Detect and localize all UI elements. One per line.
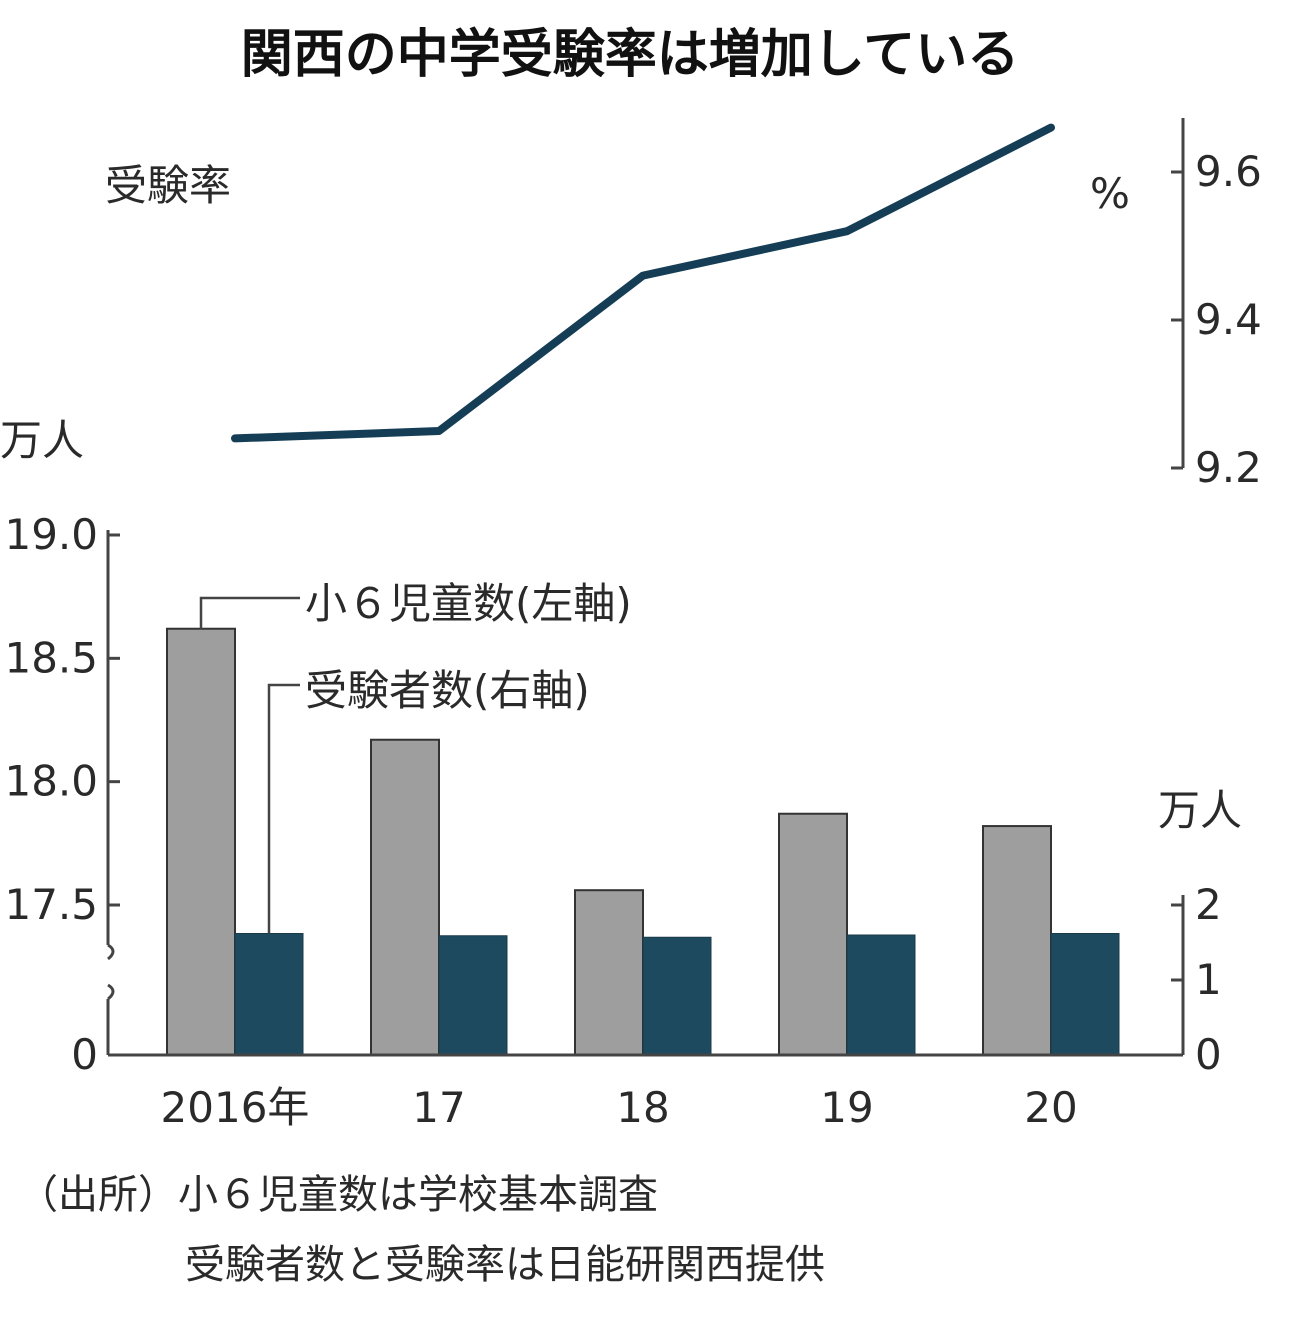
right-axis-unit: 万人 (1158, 786, 1242, 835)
source-note-line-1: （出所）小６児童数は学校基本調査 (18, 1172, 658, 1218)
rate-line (231, 123, 1055, 443)
x-tick-label-3: 19 (820, 1083, 873, 1132)
left-axis-tick-label-0: 19.0 (4, 510, 98, 559)
left-axis-tick-label-2: 18.0 (4, 757, 98, 806)
line-axis-tick-label-0: 9.6 (1195, 147, 1262, 196)
left-axis-break-lower (107, 983, 115, 1001)
x-tick-label-0: 2016年 (161, 1083, 310, 1132)
rate-point-1 (438, 430, 440, 432)
bar-children-4 (982, 825, 1052, 1056)
legend-label-children: 小６児童数(左軸) (305, 579, 632, 628)
rate-point-4 (1050, 126, 1052, 129)
source-note-line-2: 受験者数と受験率は日能研関西提供 (185, 1242, 825, 1288)
left-axis-tick-label-3: 17.5 (4, 880, 98, 929)
line-axis-tick-label-1: 9.4 (1195, 295, 1262, 344)
x-tick-label-4: 20 (1024, 1083, 1077, 1132)
x-tick-label-1: 17 (412, 1083, 465, 1132)
right-axis-tick-label-0: 2 (1195, 880, 1222, 929)
bar-children-0 (166, 627, 236, 1056)
line-series-label: 受験率 (105, 161, 231, 210)
rate-point-0 (234, 437, 236, 440)
line-axis-tick-label-2: 9.2 (1195, 443, 1262, 492)
bar-applicants-1 (438, 935, 508, 1056)
bar-children-2 (574, 889, 644, 1057)
right-axis-tick-label-1: 1 (1195, 955, 1222, 1004)
legend-leader-children (199, 596, 300, 629)
left-axis-break-upper (107, 943, 115, 961)
left-axis-tick-label-1: 18.5 (4, 633, 98, 682)
bar-applicants-4 (1050, 933, 1120, 1056)
bar-applicants-2 (642, 936, 712, 1056)
bar-applicants-0 (234, 933, 304, 1056)
rate-point-2 (642, 274, 644, 277)
rate-point-3 (846, 230, 848, 233)
legend-leader-applicants (267, 683, 300, 934)
chart-title: 関西の中学受験率は増加している (241, 25, 1019, 85)
line-axis-unit: % (1090, 169, 1130, 218)
bar-children-3 (778, 812, 848, 1056)
left-axis-tick-label-4: 0 (71, 1030, 98, 1079)
left-axis-unit: 万人 (0, 416, 84, 465)
bar-children-1 (370, 738, 440, 1056)
x-tick-label-2: 18 (616, 1083, 669, 1132)
legend-label-applicants: 受験者数(右軸) (305, 666, 590, 715)
plot-area: 2016年 17 18 19 20 19.0 18.5 18.0 17.5 0 2 1 0 9.6 9.4 9… (4, 118, 1262, 1132)
right-axis-tick-label-2: 0 (1195, 1030, 1222, 1079)
bar-applicants-3 (846, 934, 916, 1056)
